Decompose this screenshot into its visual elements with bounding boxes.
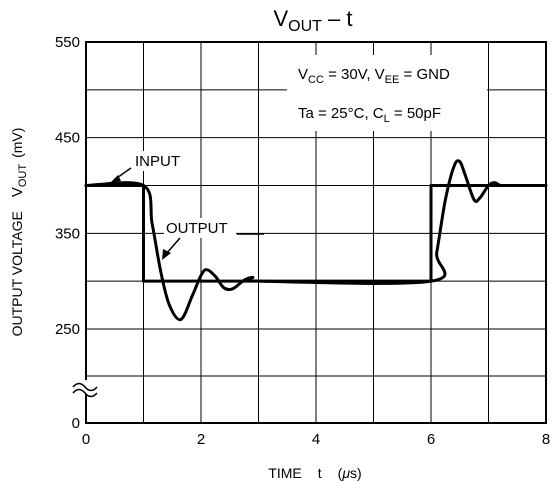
y-tick-label: 0 — [72, 415, 80, 432]
x-axis-label: TIME t (μs) — [268, 465, 361, 481]
chart-title: VOUT – t — [273, 6, 352, 35]
x-tick-label: 6 — [427, 431, 435, 448]
arrow-head — [110, 175, 121, 183]
title-rest: – t — [322, 6, 353, 31]
y-tick-label: 550 — [55, 34, 80, 51]
title-main: V — [273, 6, 288, 31]
title-subscript: OUT — [288, 18, 322, 35]
y-axis-label: OUTPUT VOLTAGEVOUT(mV) — [9, 128, 29, 337]
condition-temp-load: Ta = 25°C, CL = 50pF — [298, 105, 441, 125]
x-tick-label: 4 — [312, 431, 320, 448]
input-label: INPUT — [135, 153, 180, 170]
axis-break-icon — [72, 380, 98, 398]
x-tick-labels: 0 2 4 6 8 — [82, 431, 550, 448]
series-line-output — [84, 159, 502, 322]
input-annotation: INPUT — [110, 151, 191, 183]
y-tick-labels: 550 450 350 250 0 — [55, 34, 80, 432]
condition-supply: VCC = 30V, VEE = GND — [298, 66, 450, 86]
arrow-head — [162, 249, 171, 260]
x-tick-label: 0 — [82, 431, 90, 448]
conditions-box: VCC = 30V, VEE = GND Ta = 25°C, CL = 50p… — [287, 55, 487, 131]
x-tick-label: 8 — [542, 431, 550, 448]
output-annotation: OUTPUT — [162, 218, 264, 260]
series-layer — [84, 159, 548, 322]
output-label: OUTPUT — [166, 220, 228, 237]
y-tick-label: 350 — [55, 225, 80, 242]
y-tick-label: 450 — [55, 130, 80, 147]
x-tick-label: 2 — [197, 431, 205, 448]
plot-frame — [85, 41, 547, 424]
y-tick-label: 250 — [55, 321, 80, 338]
